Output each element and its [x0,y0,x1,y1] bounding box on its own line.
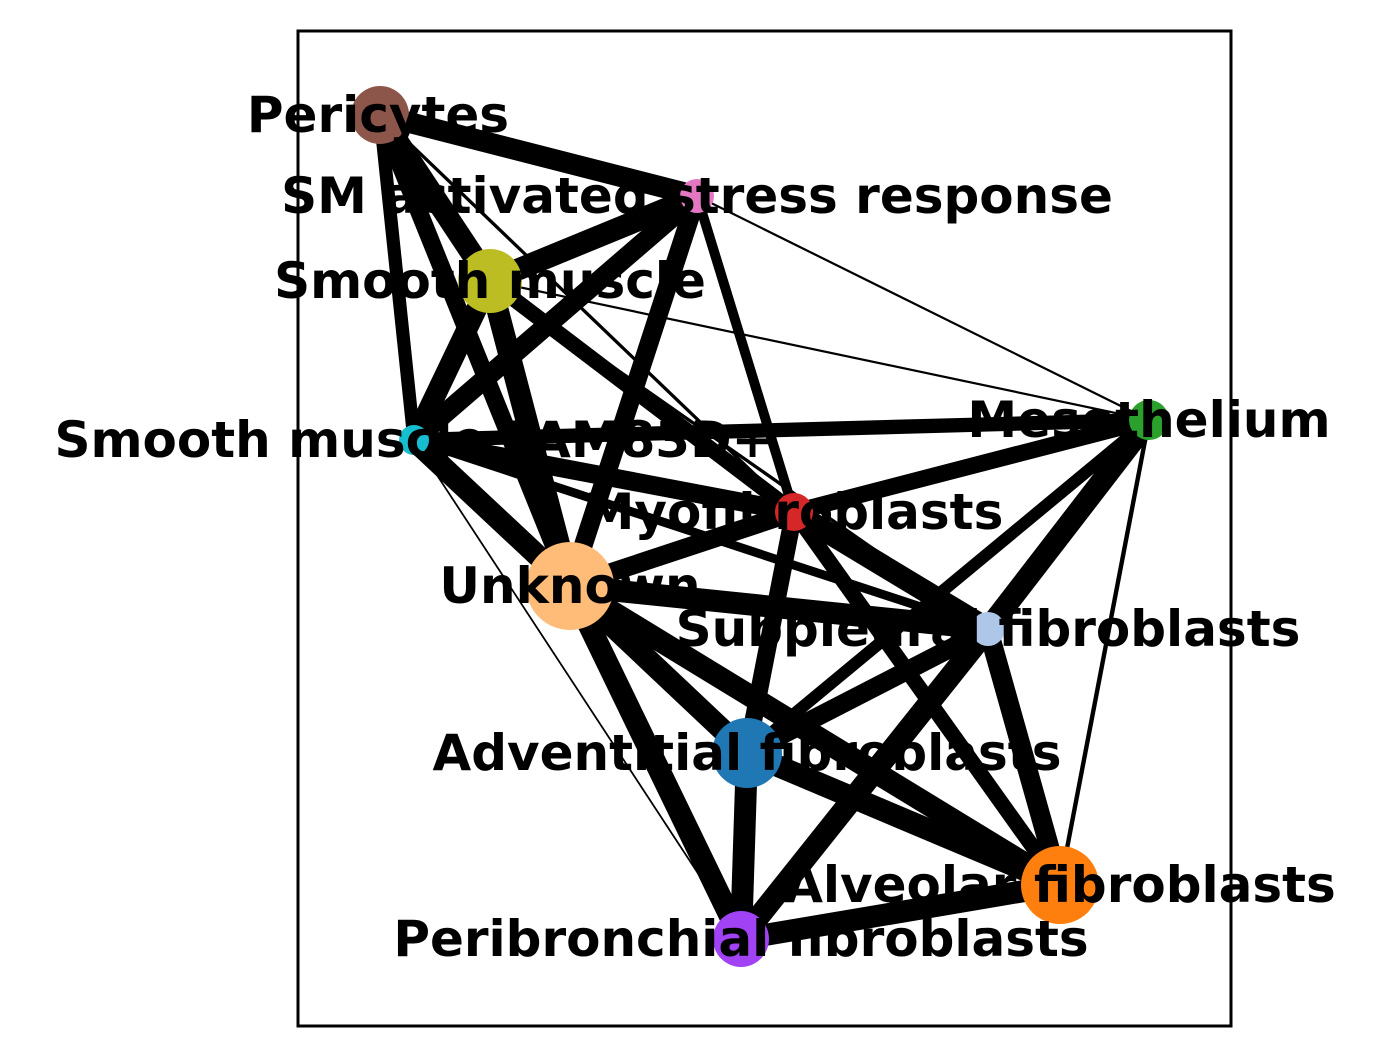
edge-alveolar-peribronchial [739,874,1062,950]
edge-mesothelium-subpleural [979,413,1158,636]
edge-myofibroblasts-subpleural [788,502,994,639]
node-label-peribronchial: Peribronchial fibroblasts [393,910,1088,968]
node-adventitial [712,718,782,788]
node-unknown [526,542,614,630]
edge-smooth_muscle-mesothelium [489,279,1150,422]
edge-unknown-peribronchial [560,581,751,944]
node-pericytes [351,86,409,144]
edge-layer [370,104,1158,950]
node-subpleural [971,612,1005,646]
node-label-adventitial: Adventitial fibroblasts [433,724,1062,782]
edge-pericytes-sm_fam83d [373,114,421,441]
edge-sm_fam83d-peribronchial [413,439,742,940]
edge-unknown-subpleural [568,575,990,640]
edge-mesothelium-adventitial [743,415,1153,758]
node-label-subpleural: Subpleural fibroblasts [676,600,1301,658]
plot-frame [296,29,1233,1028]
edge-pericytes-sm_stress [377,104,700,207]
edge-sm_fam83d-mesothelium [413,412,1150,448]
edge-unknown-alveolar [564,576,1066,895]
node-sm_fam83d [399,425,429,455]
label-layer: Pericytes SM activated stress response Smo… [54,86,1335,968]
node-label-myofibroblasts: Myofibroblasts [585,483,1004,541]
node-sm_stress [680,179,714,213]
node-label-unknown: Unknown [439,557,700,615]
edge-adventitial-alveolar [742,742,1065,896]
node-label-sm_fam83d: Smooth muscle FAM83D+ [54,411,773,469]
edge-subpleural-alveolar [978,626,1070,888]
node-mesothelium [1129,400,1169,440]
edge-myofibroblasts-adventitial [738,510,803,755]
node-label-mesothelium: Mesothelium [967,391,1330,449]
node-myofibroblasts [775,493,813,531]
edge-sm_stress-sm_fam83d [407,188,704,448]
edge-sm_fam83d-myofibroblasts [412,430,796,522]
node-peribronchial [713,911,769,967]
edge-subpleural-peribronchial [732,622,997,946]
node-label-smooth_muscle: Smooth muscle [274,252,706,310]
node-label-sm_stress: SM activated stress response [281,167,1113,225]
node-layer [351,86,1169,967]
edge-sm_stress-myofibroblasts [692,194,799,514]
node-alveolar [1021,846,1099,924]
edge-subpleural-adventitial [742,620,993,762]
node-label-pericytes: Pericytes [247,86,509,144]
edge-smooth_muscle-myofibroblasts [485,274,799,519]
edge-sm_stress-smooth_muscle [485,185,702,292]
edge-sm_stress-mesothelium [696,195,1150,421]
node-label-alveolar: Alveolar fibroblasts [784,856,1336,914]
edge-mesothelium-alveolar [1057,419,1152,886]
edge-mesothelium-myofibroblasts [791,412,1152,520]
node-smooth_muscle [458,249,522,313]
